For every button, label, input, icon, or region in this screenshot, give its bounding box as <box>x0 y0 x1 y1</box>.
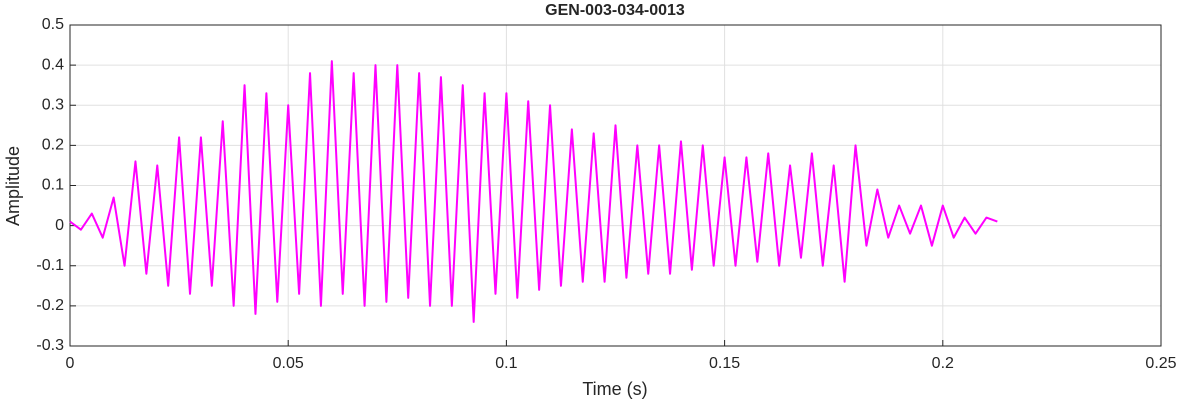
y-tick-label: -0.2 <box>36 297 64 314</box>
x-tick-label: 0.2 <box>932 355 954 372</box>
x-tick-label: 0.25 <box>1145 355 1176 372</box>
x-tick-label: 0.05 <box>273 355 304 372</box>
chart-title: GEN-003-034-0013 <box>545 2 685 19</box>
y-tick-label: 0.3 <box>42 96 64 113</box>
y-axis-label: Amplitude <box>3 146 23 226</box>
y-tick-label: 0.2 <box>42 137 64 154</box>
y-tick-label: -0.1 <box>36 257 64 274</box>
x-axis-label: Time (s) <box>582 379 647 399</box>
y-tick-label: 0.4 <box>42 56 64 73</box>
plot-frame <box>69 24 1162 347</box>
x-tick-label: 0 <box>66 355 75 372</box>
x-tick-label: 0.1 <box>495 355 517 372</box>
y-tick-label: 0 <box>55 217 64 234</box>
y-tick-label: 0.1 <box>42 177 64 194</box>
x-tick-label: 0.15 <box>709 355 740 372</box>
y-tick-label: 0.5 <box>42 16 64 33</box>
y-tick-label: -0.3 <box>36 337 64 354</box>
waveform-line <box>69 60 998 323</box>
